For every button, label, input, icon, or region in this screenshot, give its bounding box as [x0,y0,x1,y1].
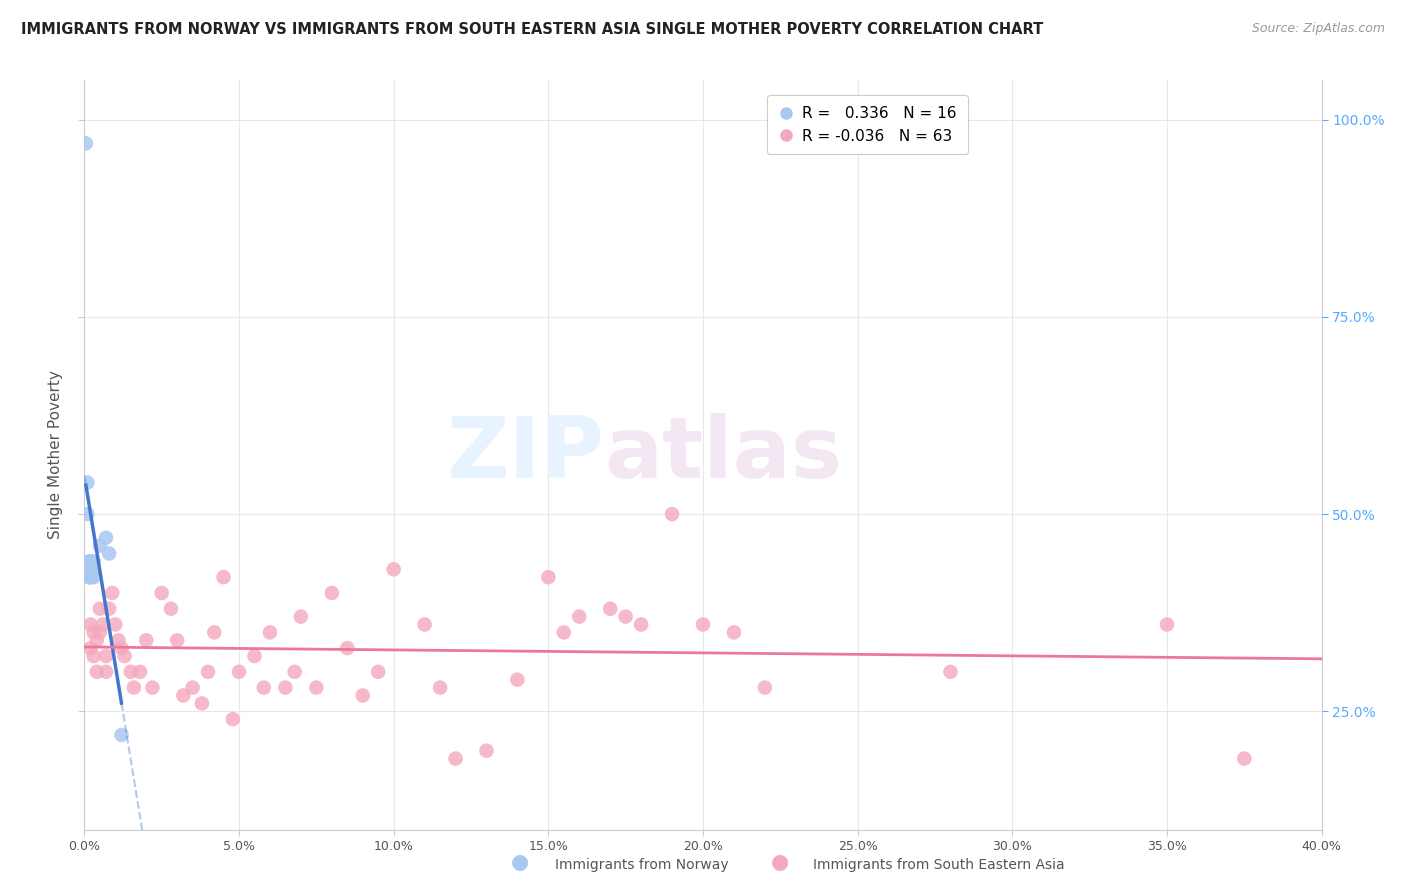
Point [352,689,374,703]
Point [150,586,173,600]
Point [553,625,575,640]
Point [89,625,111,640]
Point [141,681,163,695]
Point [75,136,97,151]
Point [336,641,359,656]
Point [79,562,101,576]
Point [86,633,108,648]
Point [202,625,225,640]
Point [120,665,142,679]
Point [723,625,745,640]
Point [79,641,101,656]
Point [76,507,98,521]
Point [305,681,328,695]
Point [91,617,114,632]
Text: IMMIGRANTS FROM NORWAY VS IMMIGRANTS FROM SOUTH EASTERN ASIA SINGLE MOTHER POVER: IMMIGRANTS FROM NORWAY VS IMMIGRANTS FRO… [21,22,1043,37]
Text: Source: ZipAtlas.com: Source: ZipAtlas.com [1251,22,1385,36]
Point [83,562,105,576]
Point [83,570,105,584]
Point [413,617,436,632]
Point [110,728,132,742]
Point [253,681,276,695]
Text: ●: ● [772,853,789,872]
Point [754,681,776,695]
Point [506,673,529,687]
Point [122,681,145,695]
Point [79,570,101,584]
Point [104,617,127,632]
Point [191,697,214,711]
Legend: R =   0.336   N = 16, R = -0.036   N = 63: R = 0.336 N = 16, R = -0.036 N = 63 [768,95,967,154]
Point [475,744,498,758]
Point [444,751,467,765]
Point [429,681,451,695]
Point [537,570,560,584]
Point [166,633,188,648]
Point [76,475,98,490]
Y-axis label: Single Mother Poverty: Single Mother Poverty [48,370,63,540]
Point [98,547,121,561]
Point [284,665,307,679]
Point [77,570,100,584]
Point [692,617,714,632]
Point [382,562,405,576]
Point [321,586,343,600]
Point [83,625,105,640]
Point [1156,617,1178,632]
Text: ●: ● [512,853,529,872]
Point [110,641,132,656]
Text: Immigrants from Norway: Immigrants from Norway [555,858,728,872]
Point [661,507,683,521]
Point [79,554,101,568]
Point [243,648,266,663]
Point [939,665,962,679]
Point [101,586,124,600]
Point [98,601,121,615]
Point [83,648,105,663]
Point [86,665,108,679]
Point [630,617,652,632]
Text: Immigrants from South Eastern Asia: Immigrants from South Eastern Asia [813,858,1064,872]
Point [197,665,219,679]
Point [599,601,621,615]
Point [79,617,101,632]
Point [94,648,117,663]
Point [160,601,183,615]
Point [228,665,250,679]
Point [77,554,100,568]
Point [89,539,111,553]
Point [94,531,117,545]
Point [222,712,245,726]
Point [212,570,235,584]
Point [181,681,204,695]
Point [367,665,389,679]
Point [172,689,194,703]
Point [114,648,136,663]
Point [568,609,591,624]
Point [107,633,129,648]
Point [129,665,152,679]
Point [614,609,637,624]
Text: atlas: atlas [605,413,842,497]
Point [94,665,117,679]
Point [89,601,111,615]
Text: ZIP: ZIP [446,413,605,497]
Point [135,633,157,648]
Point [259,625,281,640]
Point [79,570,101,584]
Point [274,681,297,695]
Point [83,554,105,568]
Point [290,609,312,624]
Point [1233,751,1256,765]
